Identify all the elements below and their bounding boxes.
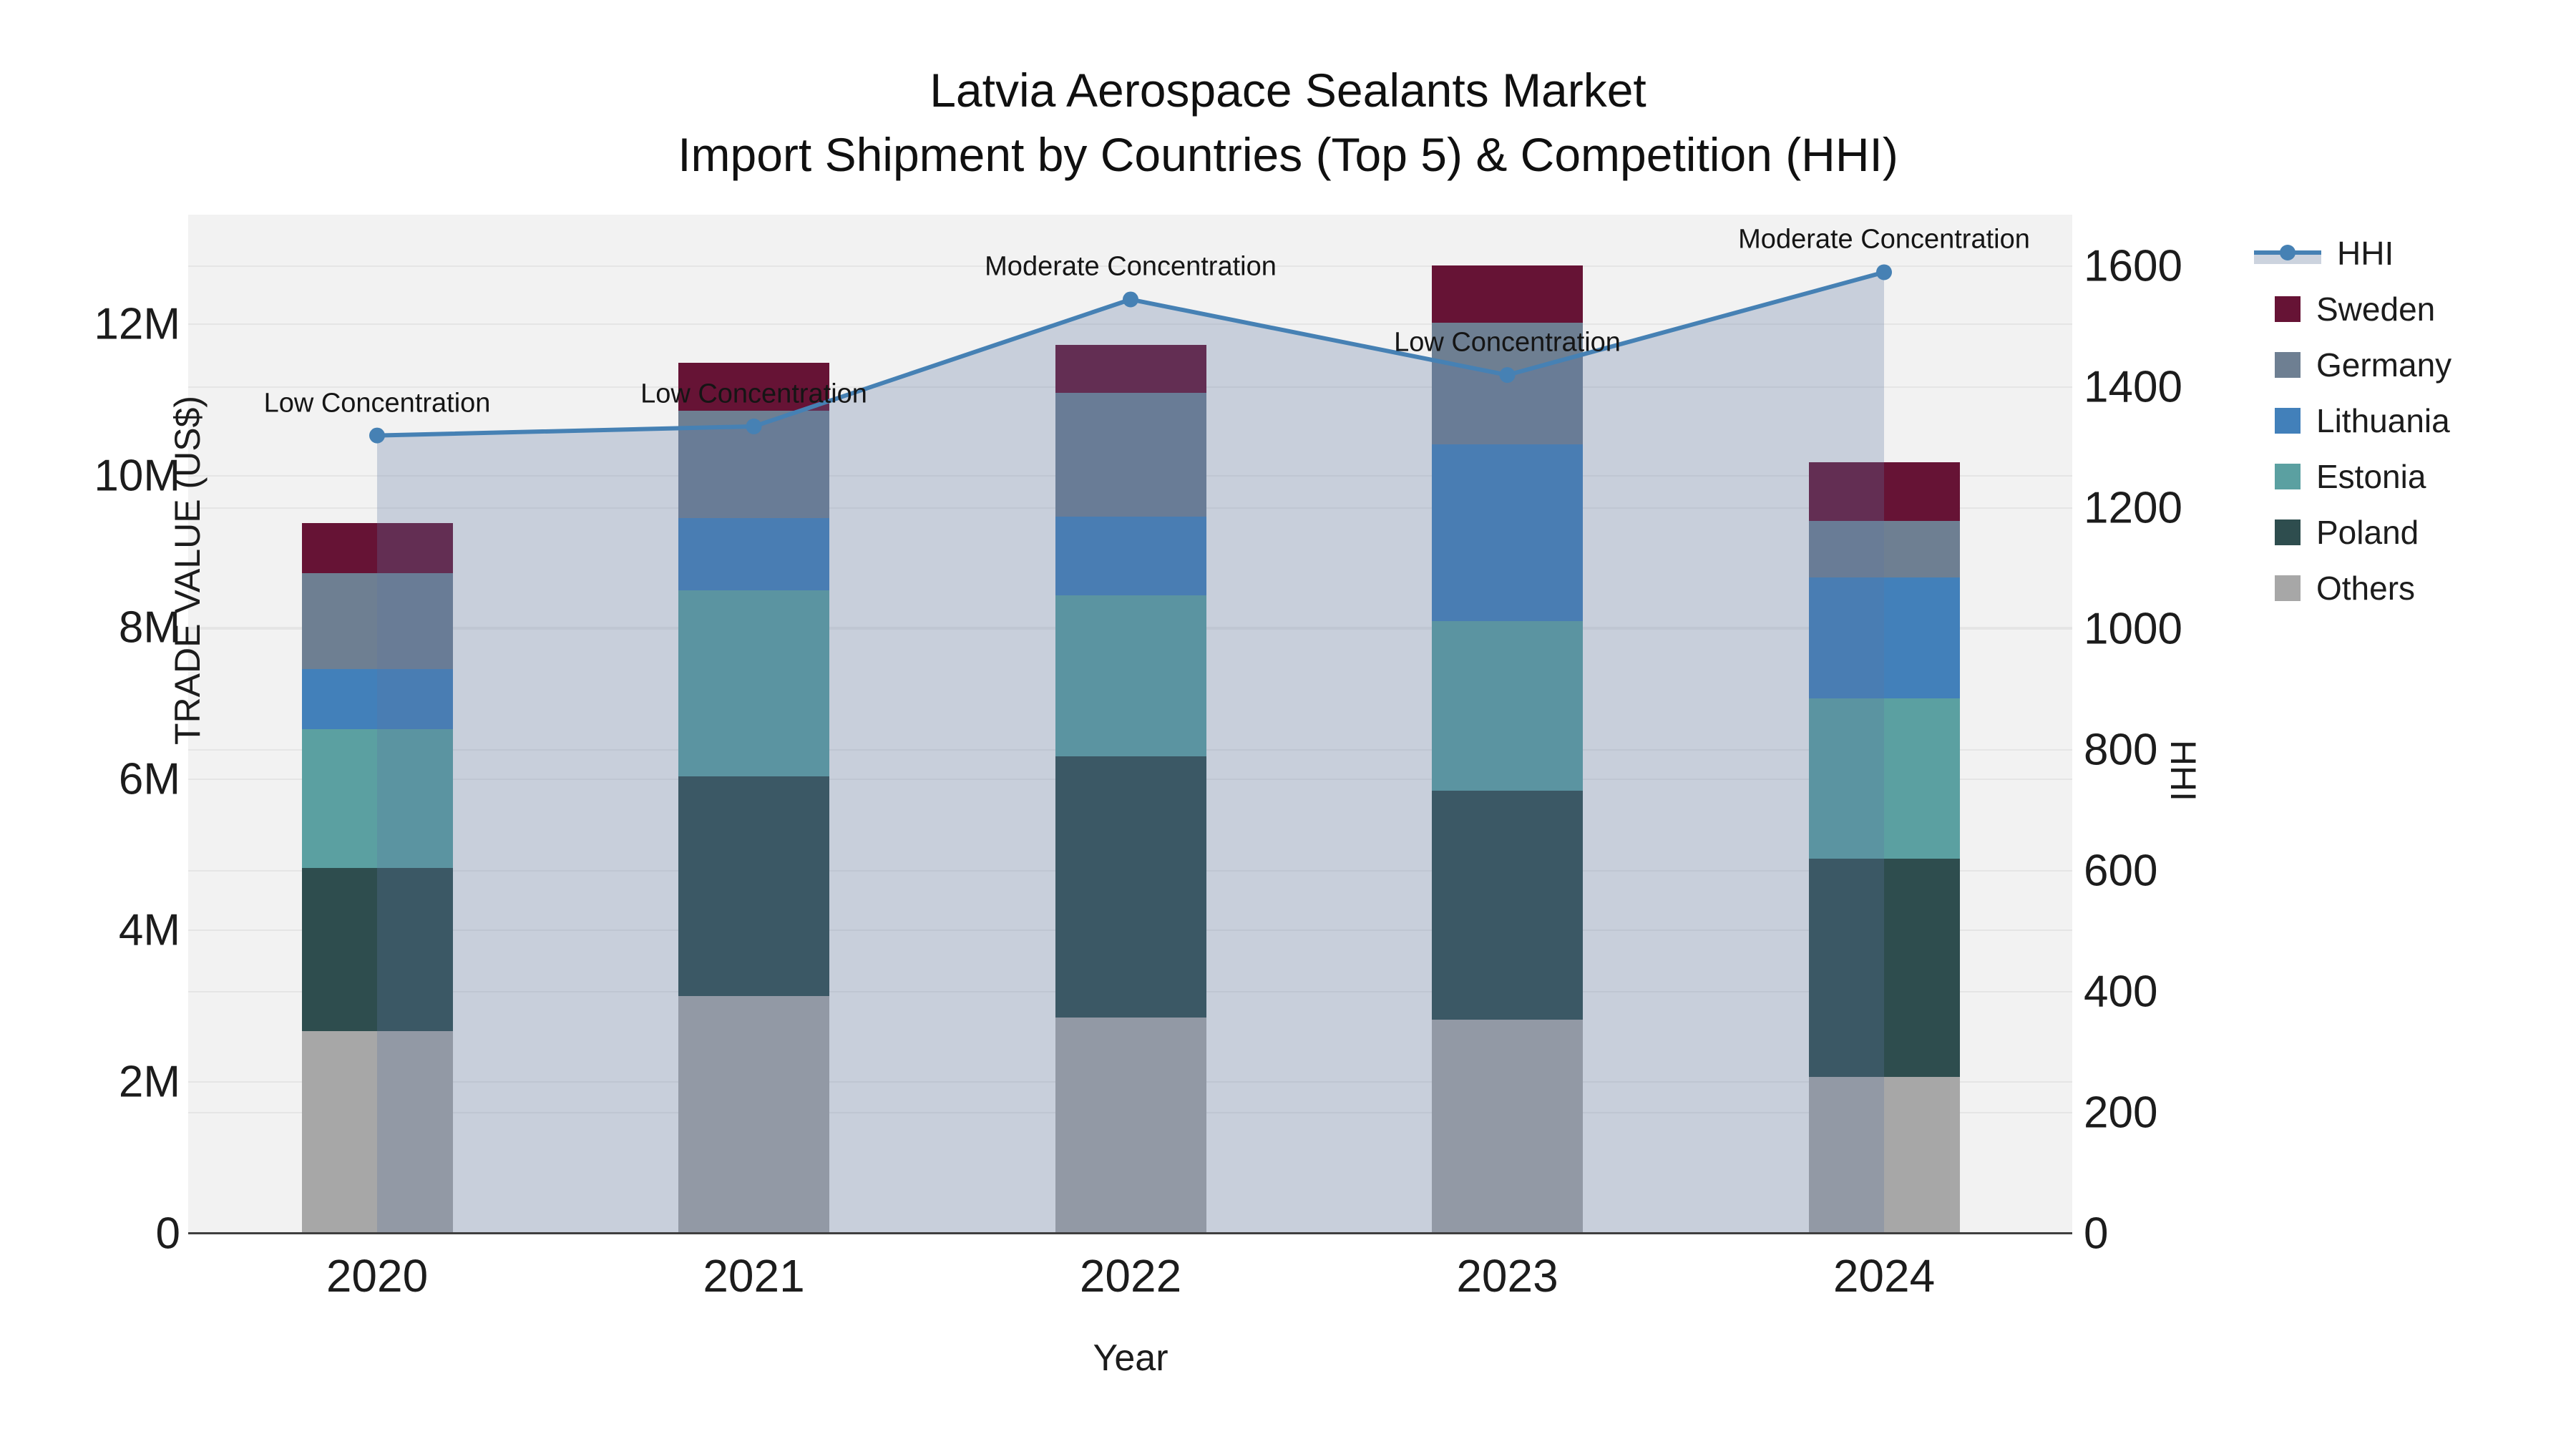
y-right-tick-label: 1200 bbox=[2084, 483, 2182, 533]
legend-item-sweden[interactable]: Sweden bbox=[2254, 281, 2576, 337]
y-left-tick-label: 6M bbox=[118, 754, 180, 804]
hhi-marker-2020 bbox=[369, 427, 385, 444]
bar-segment-others-2020 bbox=[301, 1031, 453, 1234]
bar-segment-poland-2021 bbox=[678, 776, 829, 997]
bar-segment-others-2024 bbox=[1808, 1076, 1960, 1234]
bar-segment-lithuania-2023 bbox=[1432, 444, 1583, 622]
bar-segment-sweden-2020 bbox=[301, 522, 453, 574]
bar-segment-sweden-2022 bbox=[1055, 344, 1206, 394]
x-axis-title: Year bbox=[1093, 1337, 1169, 1379]
bar-segment-estonia-2024 bbox=[1808, 698, 1960, 859]
hhi-marker-2024 bbox=[1876, 264, 1892, 280]
y-right-tick-label: 0 bbox=[2084, 1209, 2109, 1259]
legend-label-sweden: Sweden bbox=[2316, 291, 2436, 328]
bar-segment-lithuania-2020 bbox=[301, 668, 453, 729]
y-right-tick-label: 200 bbox=[2084, 1088, 2158, 1138]
annotation-2024: Moderate Concentration bbox=[1738, 224, 2030, 255]
annotation-2020: Low Concentration bbox=[263, 388, 491, 419]
legend-item-estonia[interactable]: Estonia bbox=[2254, 449, 2576, 504]
y-left-tick-label: 2M bbox=[118, 1057, 180, 1107]
legend-swatch-estonia bbox=[2275, 464, 2301, 489]
bar-segment-sweden-2023 bbox=[1432, 265, 1583, 323]
x-axis-line bbox=[188, 1232, 2072, 1234]
hhi-marker-2023 bbox=[1499, 367, 1516, 384]
bar-segment-sweden-2024 bbox=[1808, 462, 1960, 522]
y-left-tick-label: 8M bbox=[118, 602, 180, 653]
legend-item-hhi[interactable]: HHI bbox=[2254, 225, 2576, 281]
bar-segment-lithuania-2021 bbox=[678, 518, 829, 590]
bar-segment-germany-2023 bbox=[1432, 322, 1583, 445]
gridline-trade-value bbox=[188, 323, 2072, 325]
y-right-tick-label: 1000 bbox=[2084, 604, 2182, 654]
bar-segment-poland-2023 bbox=[1432, 791, 1583, 1020]
legend-label-others: Others bbox=[2316, 570, 2416, 607]
bar-segment-lithuania-2024 bbox=[1808, 577, 1960, 699]
legend-swatch-poland bbox=[2275, 519, 2301, 545]
x-tick-label-2022: 2022 bbox=[1079, 1250, 1182, 1302]
x-tick-label-2024: 2024 bbox=[1833, 1250, 1936, 1302]
legend-label-lithuania: Lithuania bbox=[2316, 402, 2450, 439]
hhi-marker-2021 bbox=[746, 418, 762, 434]
bar-segment-others-2023 bbox=[1432, 1020, 1583, 1234]
legend-item-poland[interactable]: Poland bbox=[2254, 504, 2576, 560]
bar-segment-germany-2022 bbox=[1055, 393, 1206, 517]
bar-segment-poland-2020 bbox=[301, 868, 453, 1032]
annotation-2021: Low Concentration bbox=[640, 379, 867, 409]
y-right-tick-label: 1600 bbox=[2084, 241, 2182, 291]
legend-label-hhi: HHI bbox=[2337, 235, 2394, 272]
legend-item-germany[interactable]: Germany bbox=[2254, 337, 2576, 393]
y-left-tick-label: 12M bbox=[94, 299, 180, 349]
x-tick-label-2020: 2020 bbox=[326, 1250, 429, 1302]
hhi-area-fill bbox=[377, 272, 1884, 1234]
x-tick-label-2023: 2023 bbox=[1456, 1250, 1558, 1302]
bar-segment-sweden-2021 bbox=[678, 363, 829, 411]
hhi-legend-symbol bbox=[2254, 239, 2321, 268]
y-left-tick-label: 10M bbox=[94, 451, 180, 501]
y-right-tick-label: 1400 bbox=[2084, 362, 2182, 412]
chart-title-line2: Import Shipment by Countries (Top 5) & C… bbox=[678, 128, 1898, 181]
legend-swatch-germany bbox=[2275, 352, 2301, 378]
hhi-marker-swatch bbox=[2280, 245, 2296, 260]
hhi-marker-2022 bbox=[1123, 291, 1138, 308]
y-left-tick-label: 0 bbox=[155, 1209, 180, 1259]
bar-segment-germany-2024 bbox=[1808, 521, 1960, 577]
bar-segment-others-2022 bbox=[1055, 1018, 1206, 1234]
y-right-tick-label: 800 bbox=[2084, 725, 2158, 775]
annotation-2022: Moderate Concentration bbox=[985, 251, 1277, 282]
bar-segment-others-2021 bbox=[678, 996, 829, 1234]
legend-swatch-lithuania bbox=[2275, 408, 2301, 434]
bar-segment-estonia-2020 bbox=[301, 728, 453, 869]
bar-segment-estonia-2021 bbox=[678, 590, 829, 777]
legend-label-poland: Poland bbox=[2316, 514, 2419, 551]
bar-segment-poland-2022 bbox=[1055, 756, 1206, 1018]
y-right-tick-label: 400 bbox=[2084, 967, 2158, 1017]
bar-segment-germany-2020 bbox=[301, 573, 453, 669]
legend-label-estonia: Estonia bbox=[2316, 458, 2426, 495]
bar-segment-estonia-2023 bbox=[1432, 621, 1583, 791]
chart-title-line1: Latvia Aerospace Sealants Market bbox=[930, 64, 1646, 117]
bar-segment-poland-2024 bbox=[1808, 858, 1960, 1077]
gridline-hhi bbox=[188, 265, 2072, 267]
x-tick-label-2021: 2021 bbox=[703, 1250, 805, 1302]
bar-segment-estonia-2022 bbox=[1055, 595, 1206, 756]
legend-item-others[interactable]: Others bbox=[2254, 560, 2576, 616]
y-right-tick-label: 600 bbox=[2084, 846, 2158, 896]
legend-label-germany: Germany bbox=[2316, 346, 2452, 384]
legend-swatch-others bbox=[2275, 575, 2301, 601]
legend-item-lithuania[interactable]: Lithuania bbox=[2254, 393, 2576, 449]
bar-segment-lithuania-2022 bbox=[1055, 517, 1206, 596]
y-left-tick-label: 4M bbox=[118, 905, 180, 955]
legend-swatch-sweden bbox=[2275, 296, 2301, 322]
annotation-2023: Low Concentration bbox=[1394, 327, 1621, 358]
